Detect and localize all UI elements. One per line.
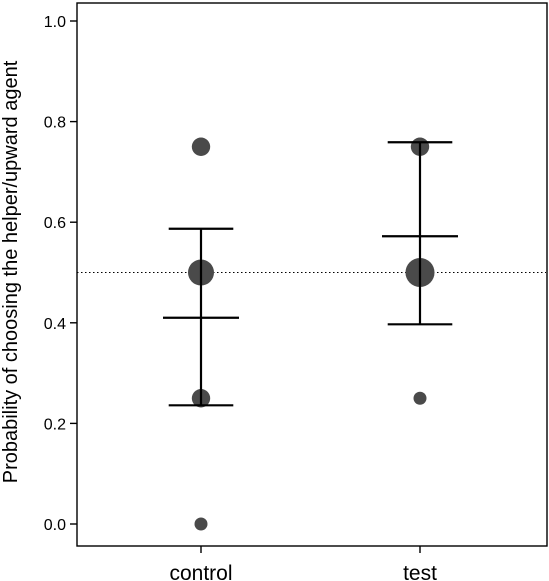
data-point: [194, 517, 208, 531]
y-tick-label: 0.2: [44, 416, 66, 433]
y-tick-label: 0.4: [44, 316, 66, 333]
data-point: [191, 137, 211, 156]
y-tick-label: 0.6: [44, 215, 66, 232]
data-points: [188, 137, 435, 531]
x-category-label: control: [169, 562, 232, 581]
x-category-label: test: [403, 562, 437, 581]
data-point: [413, 391, 427, 405]
x-axis: control test: [169, 546, 437, 581]
plot-frame: [76, 2, 548, 547]
y-tick-label: 1.0: [44, 14, 66, 31]
y-axis-title: Probability of choosing the helper/upwar…: [0, 60, 22, 483]
y-axis: 0.0 0.2 0.4 0.6 0.8 1.0: [44, 14, 77, 534]
y-tick-label: 0.8: [44, 115, 66, 132]
summary-bars: [163, 141, 458, 407]
y-tick-label: 0.0: [44, 517, 66, 534]
